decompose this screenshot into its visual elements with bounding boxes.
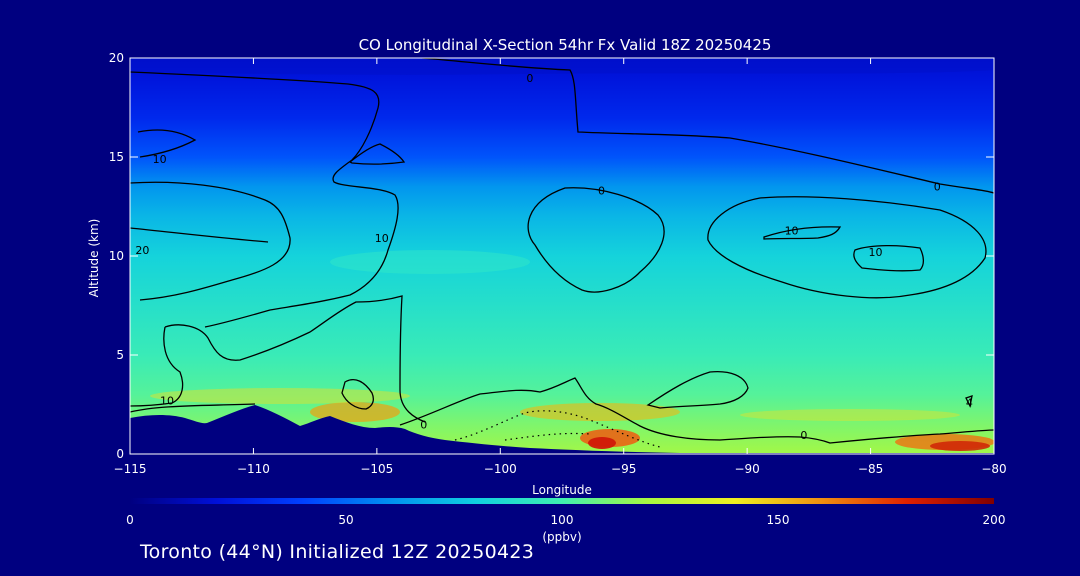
contour-label: 10 (153, 153, 167, 166)
field-variations (130, 58, 994, 451)
x-tick-label: −100 (484, 462, 517, 476)
contour-label: 10 (869, 246, 883, 259)
co-field (130, 58, 994, 454)
chart-title: CO Longitudinal X-Section 54hr Fx Valid … (359, 36, 772, 54)
contour-label: 0 (934, 181, 941, 194)
contour-label: 0 (800, 429, 807, 442)
x-tick-label: −110 (237, 462, 270, 476)
x-tick-label: −115 (114, 462, 147, 476)
colorbar-tick-label: 50 (338, 513, 353, 527)
x-tick-label: −85 (858, 462, 883, 476)
colorbar (130, 498, 994, 504)
plot-area: 10 20 10 10 0 0 0 10 10 0 0 4 (130, 58, 994, 454)
y-axis: 0 5 10 15 20 (109, 51, 994, 461)
colorbar-tick-label: 150 (767, 513, 790, 527)
contour-labels: 10 20 10 10 0 0 0 10 10 0 0 4 (135, 72, 972, 442)
y-tick-label: 5 (116, 348, 124, 362)
dotted-contours (454, 410, 661, 448)
colorbar-label: (ppbv) (542, 530, 581, 544)
contour-label: 10 (160, 395, 174, 408)
contour-label: 0 (420, 418, 427, 431)
contour-label: 0 (598, 185, 605, 198)
y-tick-label: 10 (109, 249, 124, 263)
footer-caption: Toronto (44°N) Initialized 12Z 20250423 (140, 541, 535, 563)
x-tick-label: −105 (360, 462, 393, 476)
colorbar-tick-label: 0 (126, 513, 134, 527)
colorbar-tick-label: 100 (551, 513, 574, 527)
y-tick-label: 0 (116, 447, 124, 461)
colorbar-tick-label: 200 (983, 513, 1006, 527)
x-tick-label: −80 (981, 462, 1006, 476)
contour-label: 10 (375, 232, 389, 245)
x-tick-label: −95 (611, 462, 636, 476)
terrain (130, 405, 994, 454)
contour-label: 4 (966, 397, 973, 410)
y-axis-label: Altitude (km) (87, 219, 101, 298)
contour-lines (130, 58, 994, 444)
colorbar-ticks: 0 50 100 150 200 (126, 513, 1005, 527)
x-axis: −115 −110 −105 −100 −95 −90 −85 −80 (114, 58, 1007, 476)
contour-label: 0 (526, 72, 533, 85)
x-axis-label: Longitude (532, 483, 592, 497)
contour-label: 10 (785, 224, 799, 237)
x-tick-label: −90 (734, 462, 759, 476)
y-tick-label: 20 (109, 51, 124, 65)
contour-label: 20 (135, 244, 149, 257)
y-tick-label: 15 (109, 150, 124, 164)
